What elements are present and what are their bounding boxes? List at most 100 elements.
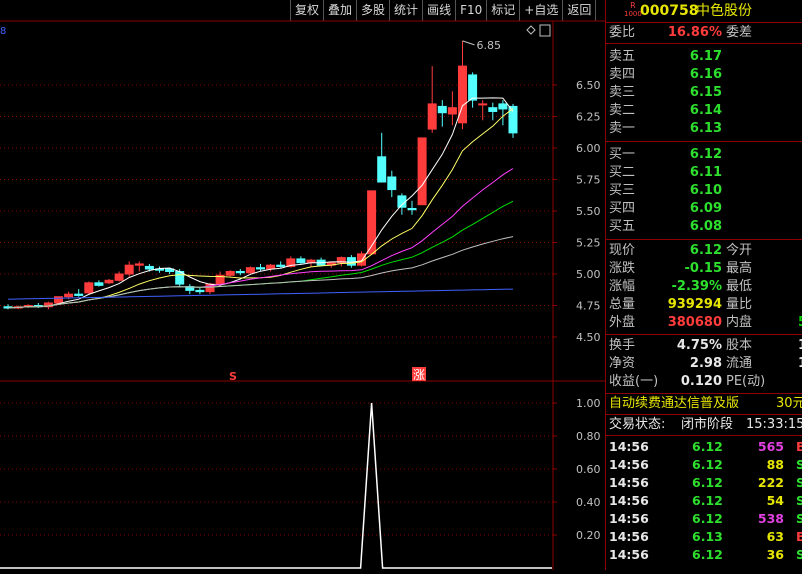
toolbar-button-1[interactable]: 叠加 (323, 0, 356, 21)
bid-label: 买四 (609, 201, 636, 216)
candle-body (245, 267, 255, 274)
stat-row: 净资 2.98 流通 1 (606, 355, 802, 373)
candle-body (387, 176, 397, 191)
bid-label: 买五 (609, 219, 636, 234)
stat-label-2: PE(动) (726, 374, 766, 389)
stock-code: 000758 (640, 3, 699, 19)
stat-value-2: 5 (798, 314, 802, 332)
toolbar-button-7[interactable]: +自选 (519, 0, 562, 21)
price-axis-label: 6.25 (576, 111, 601, 124)
stat-label-2: 内盘 (726, 315, 753, 330)
indicator-axis-label: 0.60 (576, 463, 601, 476)
toolbar-button-8[interactable]: 返回 (562, 0, 597, 21)
stat-value: 380680 (667, 315, 722, 330)
price-axis-label: 5.25 (576, 237, 601, 250)
tick-time: 14:56 (609, 475, 649, 490)
stat-row: 涨幅 -2.39% 最低 (606, 278, 802, 296)
candle-body (458, 65, 467, 124)
stat-value-2: 1 (798, 355, 802, 373)
code-badge: R 1000 (624, 1, 642, 18)
tick-time: 14:56 (609, 439, 649, 454)
ask-label: 卖二 (609, 103, 636, 118)
indicator-axis-label: 1.00 (576, 397, 601, 410)
candle-body (256, 267, 265, 270)
candle-body (235, 270, 245, 274)
stat-row: 总量 939294 量比 (606, 296, 802, 314)
bid-price: 6.12 (689, 147, 722, 162)
fee-price[interactable]: 30元 (776, 396, 802, 411)
candle-body (165, 268, 175, 272)
stat-value: 2.98 (689, 356, 722, 371)
stat-value: -0.15 (684, 261, 722, 276)
diamond-icon[interactable] (526, 25, 536, 35)
ma5-line (7, 97, 514, 309)
indicator-axis-label: 0.40 (576, 496, 601, 509)
candle-body (367, 190, 377, 255)
tick-price: 6.12 (692, 457, 723, 472)
price-axis-label: 5.75 (576, 174, 601, 187)
price-axis-label: 6.00 (576, 142, 601, 155)
stat-row: 收益(一) 0.120 PE(动) (606, 373, 802, 391)
toolbar-button-4[interactable]: 画线 (422, 0, 455, 21)
toolbar-button-0[interactable]: 复权 (290, 0, 323, 21)
tick-price: 6.12 (692, 475, 723, 490)
candle-body (357, 253, 366, 266)
stat-row: 外盘 380680 内盘 5 (606, 314, 802, 332)
candle-body (377, 156, 387, 183)
tick-price: 6.12 (692, 511, 723, 526)
tick-price: 6.12 (692, 439, 723, 454)
tick-flag: S (796, 546, 802, 564)
ask-row: 卖五 6.17 (606, 48, 802, 66)
price-axis-label: 4.75 (576, 300, 601, 313)
toolbar-button-5[interactable]: F10 (455, 0, 486, 21)
ask-label: 卖一 (609, 121, 636, 136)
tick-price: 6.12 (692, 493, 723, 508)
high-marker-line (462, 40, 475, 46)
candle-body (124, 264, 134, 275)
ask-label: 卖三 (609, 85, 636, 100)
tick-price: 6.12 (692, 547, 723, 562)
candle-body (427, 103, 437, 130)
toolbar-button-6[interactable]: 标记 (486, 0, 519, 21)
ma60-line (7, 236, 514, 309)
fee-row[interactable]: 自动续费通达信普及版 30元 (606, 394, 802, 414)
fee-text[interactable]: 自动续费通达信普及版 (609, 396, 740, 411)
stats-block-2: 换手 4.75% 股本 1 净资 2.98 流通 1 收益(一) 0.120 PE(动) (606, 335, 802, 391)
ask-price: 6.16 (689, 67, 722, 82)
stat-label-2: 量比 (726, 297, 753, 312)
tick-price: 6.13 (692, 529, 723, 544)
bid-label: 买二 (609, 165, 636, 180)
candle-body (336, 257, 346, 264)
stat-label: 涨跌 (609, 261, 636, 276)
stat-label-2: 股本 (726, 338, 753, 353)
kline-chart-svg[interactable]: 6.50 6.25 6.00 5.75 5.50 5.25 5.00 4.75 4.50 1.00… (0, 0, 605, 570)
indicator-line (0, 402, 552, 569)
bid-book: 买一 6.12 买二 6.11 买三 6.10 买四 6.09 买五 6.08 (606, 142, 802, 236)
stat-label: 净资 (609, 356, 636, 371)
ma20-line (7, 168, 514, 309)
stat-label: 收益(一) (609, 374, 659, 389)
bid-row: 买一 6.12 (606, 146, 802, 164)
bid-price: 6.11 (689, 165, 722, 180)
candle-body (286, 258, 296, 267)
tick-volume: 565 (757, 439, 784, 454)
toolbar-button-3[interactable]: 统计 (389, 0, 422, 21)
kline-chart-area[interactable]: 6.50 6.25 6.00 5.75 5.50 5.25 5.00 4.75 4.50 1.00… (0, 0, 605, 570)
high-price-label: 6.85 (477, 39, 502, 52)
tick-flag: S (796, 456, 802, 474)
candle-body (407, 207, 417, 211)
tick-list[interactable]: 14:566.12565B14:566.1288S14:566.12222S14… (606, 436, 802, 564)
stat-label-2: 今开 (726, 243, 753, 258)
candle-body (84, 282, 94, 294)
stock-header: R 1000 000758 中色股份 (606, 0, 802, 22)
tick-row: 14:56 6.12 88 S (606, 456, 802, 474)
candle-body (498, 103, 508, 110)
candle-body (447, 107, 457, 115)
tick-volume: 538 (757, 511, 784, 526)
scroll-box-icon[interactable] (539, 24, 551, 37)
tick-time: 14:56 (609, 511, 649, 526)
ask-book: 卖五 6.17 卖四 6.16 卖三 6.15 卖二 6.14 卖一 6.13 (606, 44, 802, 138)
toolbar-button-2[interactable]: 多股 (356, 0, 389, 21)
signal-zhang-bg (412, 367, 426, 381)
signal-s-marker: S (229, 370, 237, 383)
